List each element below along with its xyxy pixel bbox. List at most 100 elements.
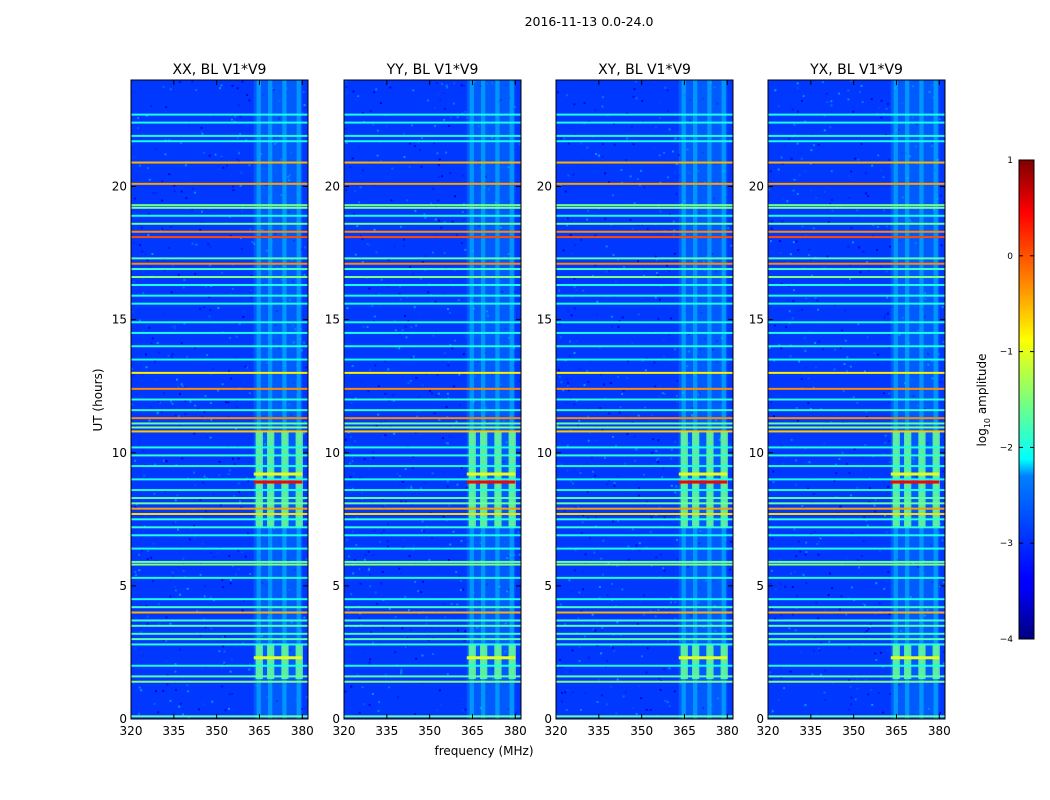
rfi-row bbox=[344, 113, 521, 116]
rfi-row bbox=[768, 387, 945, 390]
rfi-row bbox=[768, 331, 945, 334]
y-tick-label: 10 bbox=[749, 446, 764, 460]
rfi-row bbox=[344, 534, 521, 537]
rfi-row bbox=[131, 547, 308, 550]
rfi-row bbox=[344, 446, 521, 449]
rfi-row bbox=[131, 206, 308, 209]
rfi-row bbox=[768, 222, 945, 225]
rfi-row bbox=[131, 302, 308, 305]
rfi-row bbox=[131, 426, 308, 429]
y-tick-label: 20 bbox=[537, 180, 552, 194]
strong-block bbox=[480, 644, 488, 680]
rfi-row bbox=[344, 560, 521, 563]
rfi-row bbox=[131, 512, 308, 515]
rfi-row bbox=[556, 276, 733, 279]
rfi-row bbox=[768, 302, 945, 305]
hot-line bbox=[253, 480, 303, 484]
rfi-row bbox=[768, 236, 945, 239]
y-tick-label: 5 bbox=[332, 579, 340, 593]
rfi-rows bbox=[344, 113, 521, 718]
y-tick-label: 10 bbox=[112, 446, 127, 460]
rfi-row bbox=[344, 502, 521, 505]
rfi-row bbox=[556, 632, 733, 635]
rfi-row bbox=[768, 518, 945, 521]
rfi-row bbox=[131, 230, 308, 233]
rfi-row bbox=[768, 454, 945, 457]
rfi-row bbox=[556, 478, 733, 481]
rfi-row bbox=[344, 222, 521, 225]
rfi-row bbox=[556, 268, 733, 271]
rfi-row bbox=[131, 478, 308, 481]
rfi-row bbox=[556, 302, 733, 305]
hot-line bbox=[253, 472, 303, 476]
rfi-row bbox=[131, 387, 308, 390]
y-tick-label: 15 bbox=[537, 313, 552, 327]
rfi-row bbox=[344, 331, 521, 334]
rfi-row bbox=[556, 619, 733, 622]
y-tick-label: 15 bbox=[749, 313, 764, 327]
rfi-row bbox=[344, 284, 521, 287]
rfi-row bbox=[131, 345, 308, 348]
rfi-row bbox=[344, 262, 521, 265]
rfi-row bbox=[131, 182, 308, 185]
strong-block bbox=[904, 644, 912, 680]
rfi-row bbox=[768, 398, 945, 401]
figure-title: 2016-11-13 0.0-24.0 bbox=[525, 14, 654, 29]
rfi-row bbox=[768, 619, 945, 622]
rfi-row bbox=[131, 268, 308, 271]
x-axis-label: frequency (MHz) bbox=[434, 744, 533, 758]
rfi-row bbox=[344, 417, 521, 420]
strong-block bbox=[281, 644, 289, 680]
rfi-row bbox=[556, 422, 733, 425]
rfi-row bbox=[556, 161, 733, 164]
rfi-row bbox=[344, 598, 521, 601]
x-tick-label: 335 bbox=[375, 724, 398, 738]
rfi-row bbox=[344, 204, 521, 207]
strong-block bbox=[918, 644, 926, 680]
rfi-row bbox=[768, 680, 945, 683]
rfi-row bbox=[131, 502, 308, 505]
rfi-rows bbox=[556, 113, 733, 718]
x-tick-label: 335 bbox=[587, 724, 610, 738]
rfi-row bbox=[131, 619, 308, 622]
rfi-row bbox=[556, 321, 733, 324]
colorbar-tick-label: 1 bbox=[1007, 156, 1013, 166]
rfi-row bbox=[131, 121, 308, 124]
panel-xy: XY, BL V1*V9 320 335 350 365 380 0 5 10 15 20 bbox=[537, 62, 739, 738]
x-tick-label: 380 bbox=[716, 724, 739, 738]
rfi-row bbox=[344, 257, 521, 260]
rfi-row bbox=[556, 547, 733, 550]
x-tick-label: 320 bbox=[545, 724, 568, 738]
rfi-row bbox=[768, 611, 945, 614]
rfi-row bbox=[131, 497, 308, 500]
strong-block bbox=[295, 644, 303, 680]
rfi-row bbox=[344, 294, 521, 297]
rfi-row bbox=[131, 276, 308, 279]
rfi-row bbox=[131, 632, 308, 635]
rfi-row bbox=[344, 302, 521, 305]
rfi-row bbox=[131, 446, 308, 449]
rfi-row bbox=[768, 371, 945, 374]
rfi-row bbox=[344, 507, 521, 510]
rfi-row bbox=[344, 606, 521, 609]
rfi-row bbox=[768, 576, 945, 579]
rfi-row bbox=[768, 121, 945, 124]
rfi-row bbox=[344, 321, 521, 324]
rfi-row bbox=[556, 465, 733, 468]
rfi-row bbox=[131, 113, 308, 116]
rfi-row bbox=[131, 715, 308, 718]
x-tick-label: 320 bbox=[120, 724, 143, 738]
rfi-row bbox=[344, 430, 521, 433]
rfi-row bbox=[131, 454, 308, 457]
rfi-row bbox=[556, 214, 733, 217]
y-tick-label: 5 bbox=[756, 579, 764, 593]
rfi-row bbox=[556, 526, 733, 529]
rfi-row bbox=[556, 680, 733, 683]
rfi-row bbox=[768, 563, 945, 566]
panel-yx: YX, BL V1*V9 320 335 350 365 380 0 5 10 15 20 bbox=[749, 62, 951, 738]
strong-block bbox=[255, 644, 263, 680]
panel-title: XX, BL V1*V9 bbox=[173, 62, 267, 78]
rfi-row bbox=[344, 563, 521, 566]
rfi-row bbox=[768, 638, 945, 641]
rfi-row bbox=[131, 526, 308, 529]
